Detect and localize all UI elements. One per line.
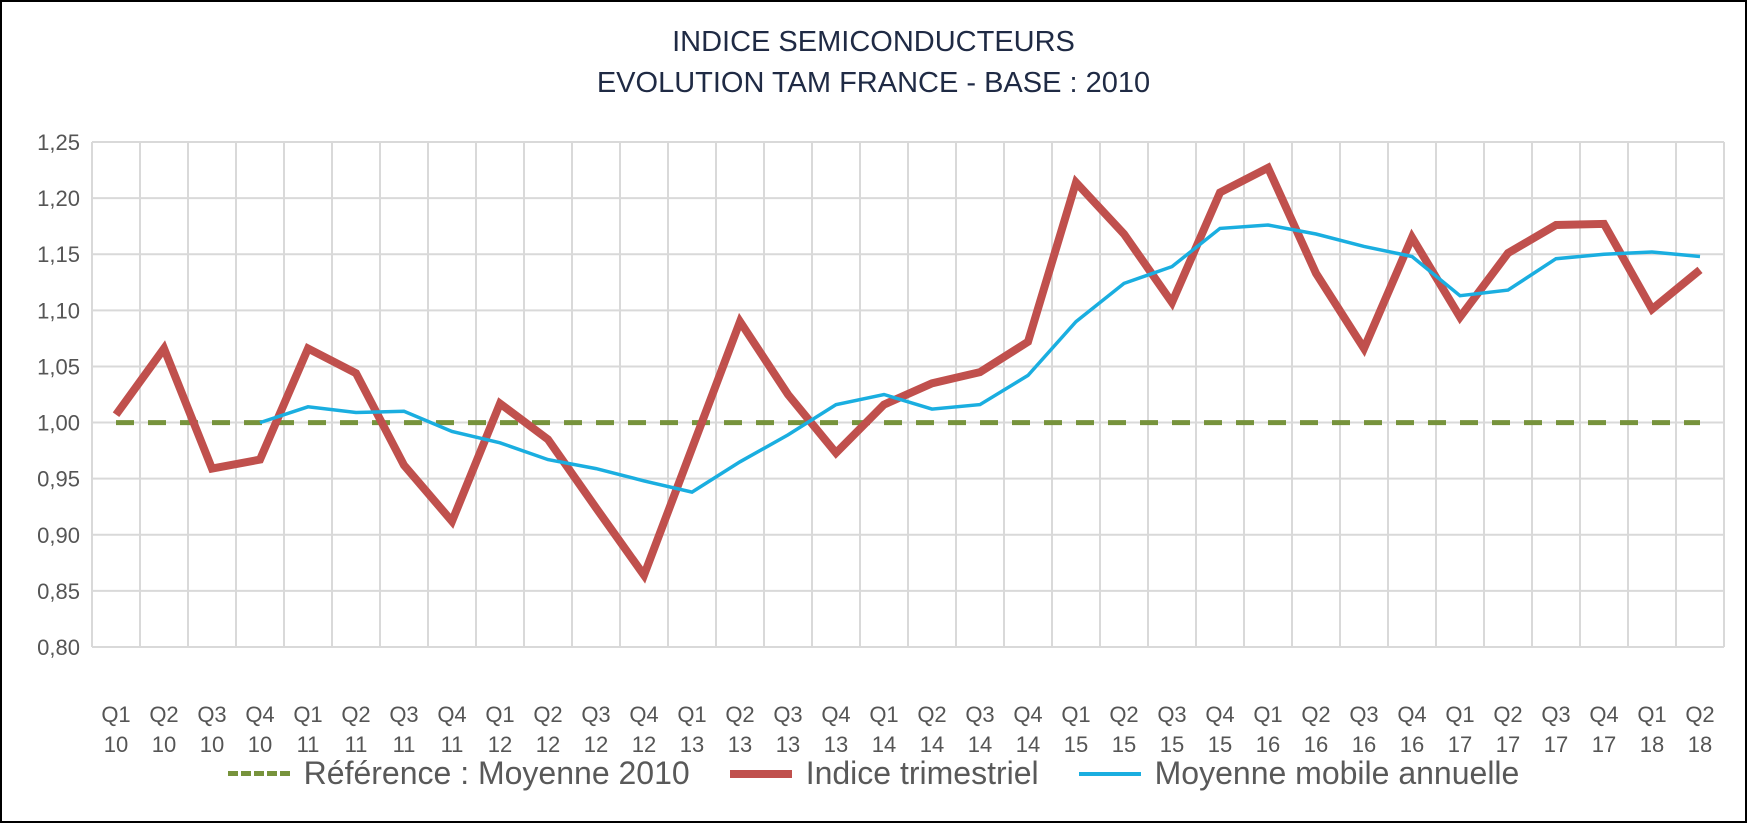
x-tick-label: Q4 — [1589, 702, 1618, 727]
x-tick-label: Q3 — [965, 702, 994, 727]
x-tick-label: Q1 — [101, 702, 130, 727]
x-tick-label: Q2 — [533, 702, 562, 727]
x-tick-label: 17 — [1448, 732, 1472, 757]
x-tick-label: Q3 — [1349, 702, 1378, 727]
x-tick-label: 10 — [104, 732, 128, 757]
x-tick-label: 15 — [1112, 732, 1136, 757]
x-tick-label: Q1 — [1253, 702, 1282, 727]
x-tick-label: Q4 — [437, 702, 466, 727]
y-axis-ticks: 0,80 0,85 0,90 0,95 1,00 1,05 1,10 1,15 1,20 1,25 — [37, 130, 80, 660]
x-tick-label: Q3 — [1157, 702, 1186, 727]
y-tick-label: 1,15 — [37, 242, 80, 267]
x-axis-ticks: Q1 10 Q2 10 Q3 10 Q4 10 Q1 11 Q2 11 Q3 11 Q4 11 Q1 12 Q2 12… — [101, 702, 1714, 757]
x-tick-label: Q2 — [1685, 702, 1714, 727]
legend: Référence : Moyenne 2010 Indice trimestr… — [0, 755, 1747, 792]
x-tick-label: 11 — [297, 732, 320, 757]
x-tick-label: 12 — [488, 732, 512, 757]
x-tick-label: Q3 — [197, 702, 226, 727]
x-tick-label: Q1 — [869, 702, 898, 727]
x-tick-label: Q3 — [773, 702, 802, 727]
x-tick-label: Q1 — [1061, 702, 1090, 727]
x-tick-label: 10 — [248, 732, 272, 757]
x-tick-label: 13 — [824, 732, 848, 757]
x-tick-label: Q1 — [293, 702, 322, 727]
x-tick-label: 14 — [1016, 732, 1040, 757]
legend-item-moyenne: Moyenne mobile annuelle — [1078, 755, 1520, 792]
x-tick-label: Q1 — [1445, 702, 1474, 727]
y-tick-label: 1,20 — [37, 186, 80, 211]
x-tick-label: 17 — [1496, 732, 1520, 757]
x-tick-label: 11 — [345, 732, 368, 757]
y-tick-label: 0,80 — [37, 635, 80, 660]
x-tick-label: Q1 — [677, 702, 706, 727]
x-tick-label: 17 — [1544, 732, 1568, 757]
y-tick-label: 0,90 — [37, 523, 80, 548]
legend-item-reference: Référence : Moyenne 2010 — [227, 755, 690, 792]
legend-label: Moyenne mobile annuelle — [1154, 755, 1520, 791]
x-tick-label: 13 — [680, 732, 704, 757]
legend-label: Indice trimestriel — [805, 755, 1039, 791]
x-tick-label: Q2 — [725, 702, 754, 727]
x-tick-label: Q2 — [1301, 702, 1330, 727]
legend-swatch-dashed-icon — [227, 771, 290, 776]
x-tick-label: Q2 — [1493, 702, 1522, 727]
x-tick-label: 13 — [728, 732, 752, 757]
x-tick-label: 10 — [200, 732, 224, 757]
x-tick-label: 14 — [872, 732, 896, 757]
x-tick-label: 10 — [152, 732, 176, 757]
legend-item-indice: Indice trimestriel — [729, 755, 1039, 792]
x-tick-label: 14 — [920, 732, 944, 757]
series-line-2 — [259, 223, 1701, 494]
x-tick-label: Q4 — [245, 702, 274, 727]
y-tick-label: 1,05 — [37, 354, 80, 379]
x-tick-label: Q3 — [389, 702, 418, 727]
x-tick-label: 12 — [632, 732, 656, 757]
x-tick-label: Q2 — [917, 702, 946, 727]
x-tick-label: Q2 — [341, 702, 370, 727]
x-tick-label: Q3 — [581, 702, 610, 727]
x-tick-label: Q4 — [629, 702, 658, 727]
x-tick-label: 16 — [1400, 732, 1424, 757]
x-tick-label: Q4 — [1205, 702, 1234, 727]
chart-title-line-2: EVOLUTION TAM FRANCE - BASE : 2010 — [596, 67, 1151, 99]
x-tick-label: 14 — [968, 732, 992, 757]
x-tick-label: Q4 — [821, 702, 850, 727]
series-lines — [112, 162, 1703, 584]
y-tick-label: 1,25 — [37, 130, 80, 155]
x-tick-label: Q1 — [485, 702, 514, 727]
x-tick-label: 12 — [536, 732, 560, 757]
y-tick-label: 0,85 — [37, 579, 80, 604]
legend-swatch-blue-icon — [1078, 771, 1141, 776]
legend-swatch-red-icon — [729, 769, 792, 778]
x-tick-label: 16 — [1352, 732, 1376, 757]
x-tick-label: 16 — [1304, 732, 1328, 757]
x-tick-label: 11 — [441, 732, 464, 757]
x-tick-label: Q2 — [149, 702, 178, 727]
y-tick-label: 1,00 — [37, 411, 80, 436]
x-tick-label: Q1 — [1637, 702, 1666, 727]
x-tick-label: 13 — [776, 732, 800, 757]
x-tick-label: 15 — [1160, 732, 1184, 757]
x-tick-label: 18 — [1640, 732, 1664, 757]
x-tick-label: 16 — [1256, 732, 1280, 757]
chart-title-line-1: INDICE SEMICONDUCTEURS — [672, 26, 1075, 58]
x-tick-label: 15 — [1064, 732, 1088, 757]
x-tick-label: 17 — [1592, 732, 1616, 757]
x-tick-label: 18 — [1688, 732, 1712, 757]
x-tick-label: 15 — [1208, 732, 1232, 757]
y-tick-label: 1,10 — [37, 298, 80, 323]
x-tick-label: 11 — [393, 732, 416, 757]
x-tick-label: Q3 — [1541, 702, 1570, 727]
x-tick-label: Q4 — [1013, 702, 1042, 727]
x-tick-label: 12 — [584, 732, 608, 757]
legend-label: Référence : Moyenne 2010 — [303, 755, 690, 791]
x-tick-label: Q2 — [1109, 702, 1138, 727]
x-tick-label: Q4 — [1397, 702, 1426, 727]
y-tick-label: 0,95 — [37, 467, 80, 492]
